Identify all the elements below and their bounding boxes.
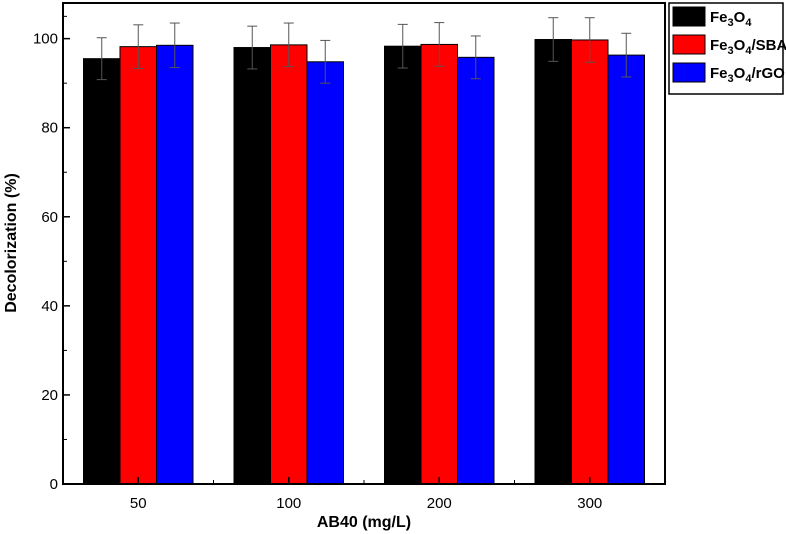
bar-s0-50: [83, 58, 121, 485]
x-axis-title: AB40 (mg/L): [317, 514, 411, 531]
legend-label-s0: Fe3O4: [710, 9, 752, 29]
error-bar-s1-100: [283, 22, 294, 68]
bar-s2-200: [457, 56, 495, 485]
bar-s2-100: [306, 61, 344, 485]
legend-label-s2: Fe3O4/rGO: [710, 65, 785, 85]
legend: Fe3O4 Fe3O4/SBA-16 Fe3O4/rGO: [668, 2, 786, 95]
bar-s1-100: [270, 44, 308, 485]
y-tick-label: 0: [50, 476, 58, 493]
error-bar-s2-300: [621, 32, 632, 78]
bar-s1-300: [571, 39, 609, 485]
error-bar-s0-200: [397, 23, 408, 69]
bar-s2-50: [156, 44, 194, 485]
x-tick-label: 300: [577, 495, 602, 512]
legend-label-s1: Fe3O4/SBA-16: [710, 37, 786, 57]
legend-swatch-s2: [672, 62, 706, 83]
x-tick-label: 200: [427, 495, 452, 512]
y-axis-title: Decolorization (%): [3, 173, 20, 313]
error-bar-s1-300: [584, 17, 595, 63]
legend-swatch-s0: [672, 6, 706, 27]
x-tick-label: 100: [276, 495, 301, 512]
y-tick-label: 60: [41, 209, 58, 226]
error-bar-s1-200: [434, 22, 445, 67]
error-bar-s0-100: [247, 25, 258, 70]
error-bar-s2-100: [320, 39, 331, 84]
y-tick-label: 80: [41, 120, 58, 137]
error-bar-s1-50: [133, 24, 144, 69]
bar-s0-100: [233, 47, 271, 485]
error-bar-s2-50: [169, 22, 180, 69]
legend-swatch-s1: [672, 34, 706, 55]
error-bar-s2-200: [470, 35, 481, 80]
bar-s1-50: [119, 46, 157, 485]
error-bars-layer: [96, 17, 632, 84]
x-axis: 50 100 200 300: [130, 477, 602, 512]
y-tick-label: 40: [41, 298, 58, 315]
bar-s0-300: [534, 39, 572, 485]
y-tick-label: 20: [41, 387, 58, 404]
bars-layer: [83, 39, 645, 485]
bar-s1-200: [420, 43, 458, 485]
bar-s2-300: [607, 54, 645, 485]
y-tick-label: 100: [33, 31, 58, 48]
y-axis: 0 20 40 60 80 100: [33, 15, 70, 493]
bar-s0-200: [384, 45, 422, 485]
error-bar-s0-300: [548, 17, 559, 62]
x-tick-label: 50: [130, 495, 147, 512]
error-bar-s0-50: [96, 37, 107, 81]
